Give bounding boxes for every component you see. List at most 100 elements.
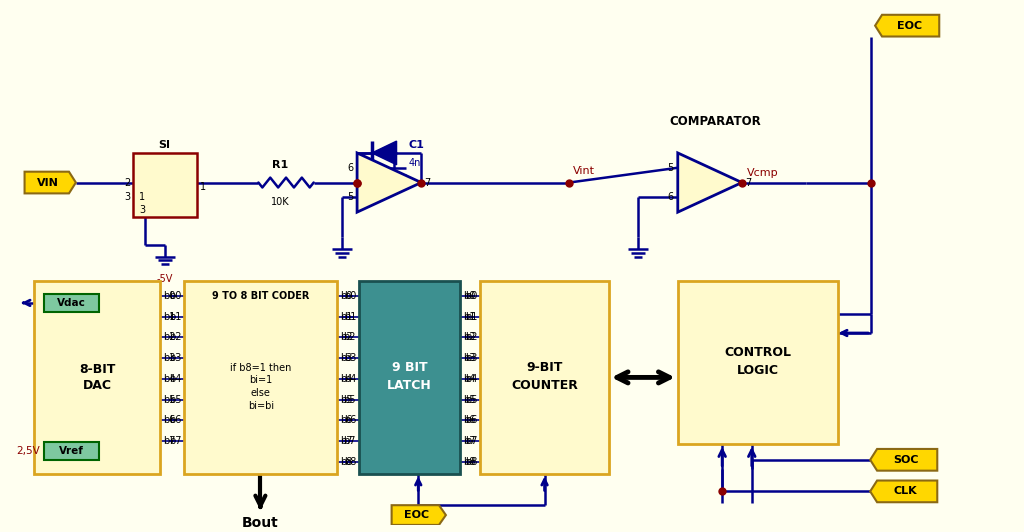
Text: COMPARATOR: COMPARATOR — [669, 115, 761, 128]
Text: 4n: 4n — [409, 158, 421, 168]
Bar — [133, 153, 198, 217]
Text: bi=bi: bi=bi — [248, 401, 274, 411]
Text: EOC: EOC — [404, 510, 429, 520]
Text: 10K: 10K — [270, 197, 290, 207]
Text: 6: 6 — [668, 193, 674, 202]
Text: if b8=1 then: if b8=1 then — [230, 362, 292, 372]
Text: else: else — [251, 388, 270, 398]
Text: b2: b2 — [169, 332, 181, 343]
Text: 9 TO 8 BIT CODER: 9 TO 8 BIT CODER — [212, 291, 309, 301]
Text: SI: SI — [725, 309, 737, 319]
Text: bi=1: bi=1 — [249, 376, 272, 385]
Text: SI: SI — [159, 140, 171, 150]
Text: b0: b0 — [163, 291, 175, 301]
Text: b2: b2 — [163, 332, 175, 343]
Text: DAC: DAC — [83, 379, 112, 392]
Text: b4: b4 — [163, 374, 175, 384]
Text: b5: b5 — [169, 395, 181, 405]
Bar — [184, 281, 337, 473]
Text: b5: b5 — [463, 395, 475, 405]
Text: COUNTER: COUNTER — [511, 379, 578, 392]
Text: 2,5V: 2,5V — [16, 446, 40, 456]
Text: b0: b0 — [465, 291, 477, 301]
Text: EOC: EOC — [897, 21, 922, 31]
Text: b1: b1 — [344, 312, 356, 322]
Bar — [359, 281, 460, 473]
Text: b0: b0 — [463, 291, 475, 301]
Text: -: - — [364, 163, 370, 178]
Text: b1: b1 — [163, 312, 175, 322]
Text: b6: b6 — [163, 415, 175, 426]
Text: -: - — [684, 187, 691, 202]
Text: b3: b3 — [344, 353, 356, 363]
Text: 5: 5 — [668, 163, 674, 173]
Bar — [35, 281, 160, 473]
Text: b5: b5 — [163, 395, 175, 405]
Text: b7: b7 — [463, 436, 475, 446]
Text: Bout: Bout — [242, 516, 279, 530]
Text: b1: b1 — [463, 312, 475, 322]
Bar — [480, 281, 608, 473]
Polygon shape — [357, 153, 421, 212]
Polygon shape — [25, 172, 76, 194]
Text: b8: b8 — [463, 457, 475, 467]
Text: 9-BIT: 9-BIT — [526, 361, 563, 374]
Text: b0: b0 — [169, 291, 181, 301]
Text: 8-BIT: 8-BIT — [79, 363, 116, 376]
Text: b6: b6 — [463, 415, 475, 426]
Bar — [44, 294, 98, 312]
Text: Vint: Vint — [573, 165, 595, 176]
Text: b4: b4 — [340, 374, 352, 384]
Text: b1: b1 — [340, 312, 352, 322]
Text: b3: b3 — [340, 353, 352, 363]
Text: 3: 3 — [139, 205, 145, 215]
Text: b5: b5 — [344, 395, 356, 405]
Text: b7: b7 — [465, 436, 477, 446]
Text: 7: 7 — [424, 178, 430, 188]
Text: Vdac: Vdac — [56, 298, 85, 308]
Text: b7: b7 — [169, 436, 181, 446]
Text: +: + — [681, 163, 694, 178]
Text: b3: b3 — [465, 353, 477, 363]
Text: b2: b2 — [344, 332, 356, 343]
Polygon shape — [372, 141, 396, 165]
Text: b6: b6 — [465, 415, 477, 426]
Text: b4: b4 — [169, 374, 181, 384]
Text: 1: 1 — [201, 182, 206, 193]
Polygon shape — [678, 153, 742, 212]
Text: b0: b0 — [340, 291, 352, 301]
Text: b4: b4 — [344, 374, 356, 384]
Polygon shape — [391, 505, 445, 525]
Text: VIN: VIN — [37, 178, 59, 188]
Text: 5: 5 — [347, 193, 353, 202]
Text: b7: b7 — [344, 436, 356, 446]
Text: b7: b7 — [163, 436, 175, 446]
Text: b2: b2 — [463, 332, 475, 343]
Text: 1: 1 — [139, 193, 145, 202]
Text: b8: b8 — [465, 457, 477, 467]
Text: b4: b4 — [465, 374, 477, 384]
Polygon shape — [876, 15, 939, 37]
Text: b6: b6 — [169, 415, 181, 426]
Text: b3: b3 — [163, 353, 175, 363]
Text: b1: b1 — [465, 312, 477, 322]
Text: b8: b8 — [340, 457, 352, 467]
Text: 2: 2 — [124, 178, 130, 188]
Text: b3: b3 — [169, 353, 181, 363]
Text: b7: b7 — [340, 436, 353, 446]
Text: R1: R1 — [272, 160, 288, 170]
Text: 3: 3 — [124, 193, 130, 202]
Text: b6: b6 — [344, 415, 356, 426]
Text: b2: b2 — [340, 332, 353, 343]
Text: b2: b2 — [465, 332, 477, 343]
Text: EOC: EOC — [421, 513, 444, 523]
Text: b5: b5 — [340, 395, 353, 405]
Text: LATCH: LATCH — [387, 379, 432, 392]
Text: LOGIC: LOGIC — [736, 364, 778, 377]
Text: b1: b1 — [169, 312, 181, 322]
Text: C1: C1 — [409, 140, 424, 150]
Text: CLK: CLK — [894, 486, 918, 496]
Text: 6: 6 — [347, 163, 353, 173]
Text: 7: 7 — [744, 178, 752, 188]
Text: b0: b0 — [344, 291, 356, 301]
